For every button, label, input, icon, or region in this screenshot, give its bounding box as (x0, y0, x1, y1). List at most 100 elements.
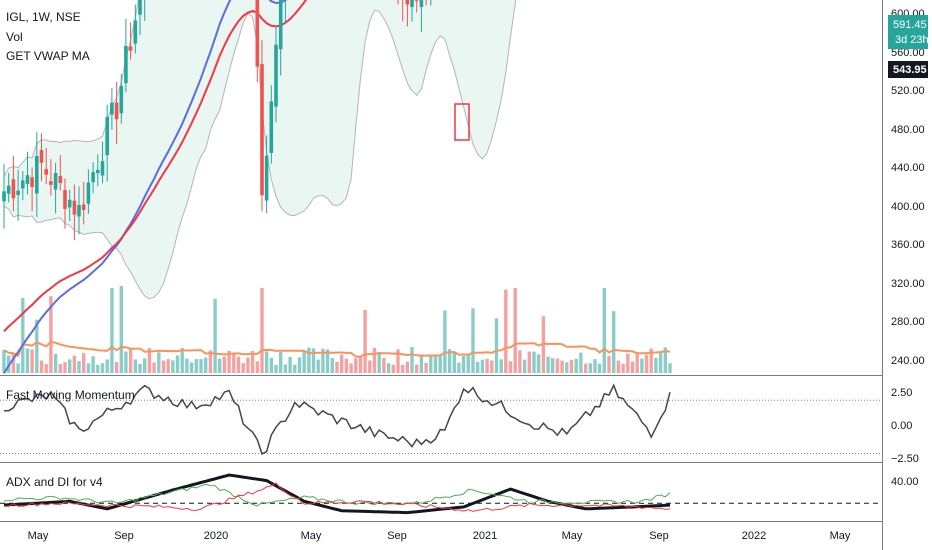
candles (2, 0, 470, 241)
volume-bar (602, 288, 606, 373)
volume-bar (358, 355, 363, 373)
price-tick-label: 320.00 (891, 278, 925, 290)
volume-bar (344, 358, 349, 373)
volume-bar (401, 364, 405, 373)
volume-bar (415, 364, 419, 373)
volume-bar (551, 358, 555, 373)
volume-bar (382, 357, 386, 373)
moving-average-red (3, 0, 308, 332)
chart-title: IGL, 1W, NSE (6, 10, 81, 24)
candle-body (53, 173, 58, 190)
volume-bar (91, 356, 95, 373)
candle-body (114, 102, 119, 120)
volume-bar (452, 352, 456, 373)
horizontal-line-tag[interactable]: 543.95 (888, 61, 928, 78)
candle-body (105, 116, 109, 156)
volume-bar (21, 298, 25, 373)
candle-body (419, 0, 424, 7)
time-tick-label: Sep (387, 530, 407, 542)
time-tick-label: May (562, 530, 583, 542)
volume-bar (325, 349, 330, 373)
volume-bar (429, 356, 433, 373)
volume-bar (630, 361, 635, 373)
candle-body (44, 169, 48, 175)
di-minus-line (3, 482, 671, 512)
volume-bar (438, 354, 442, 373)
volume-bar (255, 361, 259, 373)
lower-panes (0, 383, 882, 515)
price-tick-label: 480.00 (891, 124, 925, 136)
volume-bar (124, 351, 128, 373)
volume-bar (208, 350, 213, 373)
price-tick-label: 440.00 (891, 162, 925, 174)
volume-bar (11, 354, 16, 373)
candle-body (274, 44, 278, 107)
volume-bar (204, 357, 208, 373)
candle-body (63, 190, 67, 209)
volume-bar (218, 358, 222, 373)
time-tick-label: May (301, 530, 322, 542)
volume-bar (213, 298, 217, 373)
volume-bar (53, 353, 58, 373)
time-tick-label: May (830, 530, 851, 542)
moving-average-blue (3, 0, 288, 374)
volume-bar (494, 318, 499, 373)
price-axis[interactable]: 600.00560.00520.00480.00440.00400.00360.… (891, 8, 925, 488)
volume-bar (227, 350, 231, 373)
volume-bar (2, 350, 6, 373)
candle-body (128, 46, 133, 51)
candle-body (119, 85, 124, 114)
volume-bar (569, 360, 574, 373)
candle-body (138, 0, 142, 15)
volume-bar (546, 356, 550, 373)
time-tick-label: 2021 (473, 530, 497, 542)
volume-bar (654, 357, 658, 373)
volume-bar (279, 352, 283, 373)
volume-bar (288, 357, 292, 373)
candle-body (21, 180, 25, 189)
volume-bar (260, 288, 264, 373)
volume-bar (537, 354, 541, 373)
volume-bar (77, 361, 81, 373)
candle-body (278, 0, 283, 50)
momentum-tick-label: −2.50 (891, 453, 919, 465)
volume-bar (264, 351, 269, 373)
candle-body (25, 175, 30, 184)
volume-bar (480, 359, 485, 373)
volume-bar (119, 285, 123, 373)
candle-body (410, 0, 414, 7)
candle-body (405, 0, 410, 5)
volume-bar (597, 363, 602, 373)
candle-body (30, 177, 34, 187)
time-axis[interactable]: May Sep 2020 May Sep 2021 May Sep 2022 May (28, 530, 851, 542)
volume-bar (250, 351, 255, 373)
volume-bar (143, 358, 147, 373)
volume-bar (246, 357, 250, 373)
volume-bar (527, 351, 531, 373)
volume-bar (194, 359, 198, 373)
last-price-value: 591.45 (893, 19, 927, 31)
volume-bar (663, 347, 667, 373)
volume-bar (311, 348, 316, 373)
volume-bar (363, 310, 367, 373)
candle-body (16, 190, 20, 195)
volume-bar (621, 363, 625, 373)
volume-bar (579, 352, 583, 373)
time-tick-label: 2020 (204, 530, 228, 542)
volume-bar (297, 357, 302, 373)
price-tick-label: 360.00 (891, 239, 925, 251)
volume-bar (424, 362, 428, 373)
volume-bar (466, 354, 470, 373)
volume-bar (560, 360, 564, 373)
price-tick-label: 240.00 (891, 355, 925, 367)
time-tick-label: May (28, 530, 49, 542)
di-plus-line (4, 483, 671, 507)
candle-body (72, 200, 77, 215)
volume-bar (372, 347, 377, 373)
candle-body (255, 0, 260, 67)
volume-bar (649, 348, 653, 373)
last-price-tag[interactable]: 591.45 3d 23h (888, 15, 929, 49)
volume-bar (96, 364, 100, 373)
candle-body (39, 150, 44, 163)
